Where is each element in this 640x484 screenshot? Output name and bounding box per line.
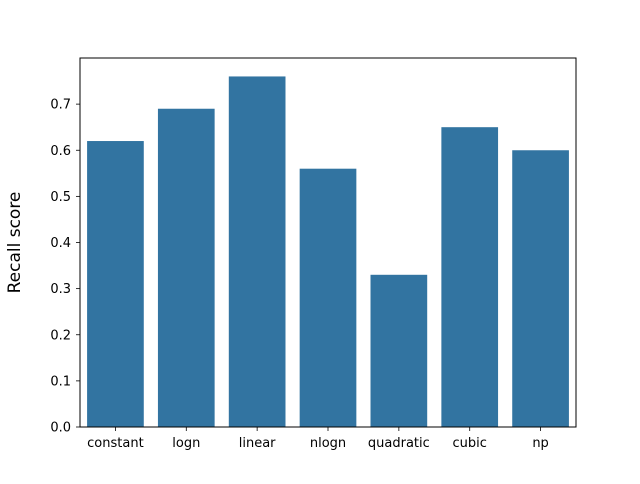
y-tick-label: 0.4 (50, 236, 71, 251)
y-tick-label: 0.0 (50, 421, 71, 436)
x-tick-label: quadratic (368, 436, 430, 451)
x-tick-label: linear (239, 436, 276, 451)
y-tick-label: 0.3 (50, 282, 71, 297)
bar-np (512, 150, 569, 427)
x-axis: constant logn linear nlogn quadratic cubic np (87, 427, 549, 451)
y-tick-label: 0.7 (50, 98, 71, 113)
x-tick-label: nlogn (310, 436, 346, 451)
x-tick-label: logn (172, 436, 200, 451)
y-tick-label: 0.1 (50, 374, 71, 389)
y-axis: 0.0 0.1 0.2 0.3 0.4 0.5 0.6 0.7 (50, 98, 80, 436)
bar-cubic (441, 127, 499, 427)
bar-linear (228, 76, 286, 427)
y-tick-label: 0.6 (50, 144, 71, 159)
bar-nlogn (299, 168, 357, 427)
bars-layer (87, 76, 569, 428)
y-tick-label: 0.5 (50, 190, 71, 205)
y-tick-label: 0.2 (50, 328, 71, 343)
bar-constant (87, 141, 144, 427)
x-tick-label: cubic (453, 436, 487, 451)
x-tick-label: np (532, 436, 549, 451)
bar-quadratic (370, 274, 428, 427)
x-tick-label: constant (87, 436, 144, 451)
plot-frame (79, 57, 577, 428)
y-axis-label: Recall score (5, 192, 25, 294)
bar-logn (157, 108, 215, 428)
